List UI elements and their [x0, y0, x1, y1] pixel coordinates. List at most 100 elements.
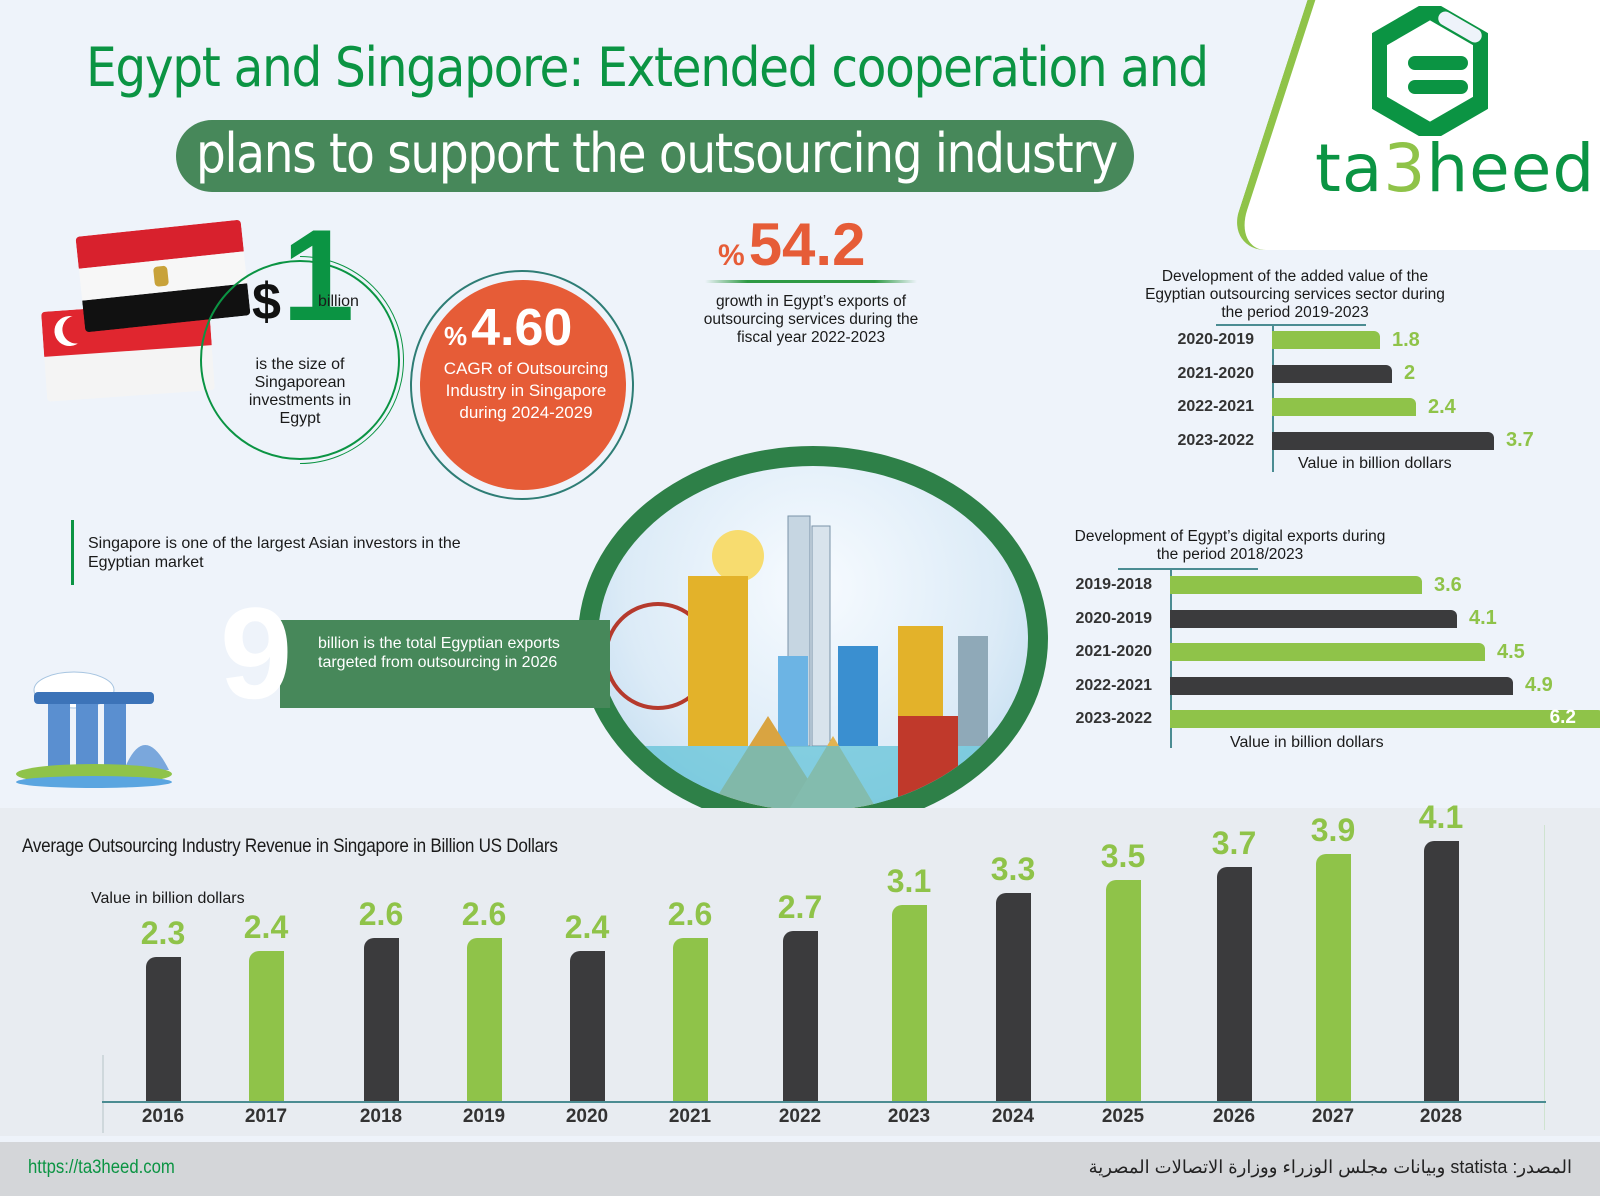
bar [467, 937, 502, 1101]
bar-category: 2021-2020 [1075, 643, 1152, 660]
digital-exports-chart-topline [1118, 568, 1258, 570]
bar-value: 4.1 [1469, 607, 1497, 629]
cagr-value: %4.60 [444, 298, 572, 358]
bar-value: 3.6 [1434, 573, 1462, 596]
bar-row: 2022-2021 2.4 [1154, 396, 1455, 418]
bar [1272, 398, 1416, 416]
bar-value: 3.9 [1310, 811, 1356, 848]
footer [0, 1142, 1600, 1196]
bar: 6.2 [1170, 707, 1600, 728]
cagr-circle [420, 280, 626, 490]
revenue-chart-y-axis [102, 1055, 104, 1133]
bar [1272, 331, 1380, 349]
bar-row: 2023-2022 3.7 [1154, 429, 1533, 452]
logo-text-b: 3 [1383, 130, 1427, 207]
investment-description: is the size of Singaporean investments i… [248, 356, 352, 427]
bar-category: 2019-2018 [1075, 576, 1152, 593]
growth-number: 54.2 [748, 211, 866, 278]
bar-row: 2020-2019 4.1 [1052, 607, 1497, 630]
bar-category: 2018 [359, 1106, 403, 1127]
bar-value: 2.4 [243, 908, 289, 945]
bar [1272, 364, 1392, 383]
target-description: billion is the total Egyptian exports ta… [318, 635, 560, 671]
bar-value: 3.3 [990, 850, 1036, 887]
bar [364, 937, 399, 1101]
target-value: 9 [220, 580, 293, 726]
city-illustration [578, 446, 1048, 831]
bar-category: 2027 [1311, 1106, 1355, 1127]
growth-divider [705, 280, 917, 283]
bar [1272, 431, 1494, 450]
cagr-description: CAGR of Outsourcing Industry in Singapor… [443, 359, 609, 422]
bar-value: 6.2 [1549, 707, 1576, 728]
added-value-chart-title: Development of the added value of the Eg… [1145, 268, 1445, 321]
bar [1170, 676, 1513, 695]
bar-row: 2023-2022 6.2 [1052, 707, 1600, 730]
bar [1424, 840, 1459, 1101]
bar-category: 2021 [668, 1106, 712, 1127]
bar-category: 2023 [887, 1106, 931, 1127]
bar [1106, 879, 1141, 1101]
logo-text-c: heed [1426, 130, 1596, 207]
bar [249, 950, 284, 1101]
bar-value: 2.6 [667, 895, 713, 932]
cagr-number: 4.60 [471, 299, 573, 357]
logo-hexagon-icon [1369, 1, 1491, 141]
bar-category: 2020-2019 [1075, 609, 1152, 627]
bar-value: 4.5 [1497, 640, 1525, 663]
bar-value: 2.6 [461, 895, 507, 932]
bar-category: 2022 [778, 1106, 822, 1127]
bar-category: 2019 [462, 1106, 506, 1127]
bar-category: 2028 [1419, 1106, 1463, 1127]
investor-note: Singapore is one of the largest Asian in… [88, 535, 461, 571]
bar-value: 1.8 [1392, 328, 1420, 351]
bar-category: 2016 [141, 1106, 185, 1127]
bar-category: 2026 [1212, 1106, 1256, 1127]
bar [146, 957, 181, 1101]
growth-value: %54.2 [718, 210, 865, 279]
bar-row: 2021-2020 2 [1154, 362, 1416, 385]
bar-category: 2024 [991, 1106, 1035, 1127]
bar [1170, 643, 1485, 661]
bar-value: 4.1 [1418, 798, 1464, 835]
page-title-line1: Egypt and Singapore: Extended cooperatio… [86, 36, 1209, 99]
website-link[interactable]: https://ta3heed.com [28, 1157, 175, 1178]
growth-percent-sign: % [718, 239, 745, 272]
bar [673, 937, 708, 1101]
bar-category: 2017 [244, 1106, 288, 1127]
bar-row: 2021-2020 4.5 [1052, 640, 1525, 663]
bar-category: 2020-2019 [1177, 331, 1254, 348]
bar-row: 2019-2018 3.6 [1052, 573, 1462, 596]
bar [1170, 576, 1422, 594]
revenue-chart-x-axis [102, 1101, 1546, 1103]
investment-unit: billion [318, 293, 359, 310]
added-value-chart-topline [1216, 324, 1366, 326]
bar [1170, 609, 1457, 628]
bar [1316, 853, 1351, 1101]
bar-value: 2 [1404, 362, 1416, 384]
bar-category: 2021-2020 [1177, 364, 1254, 382]
bar-value: 3.7 [1211, 824, 1257, 861]
revenue-chart-title: Average Outsourcing Industry Revenue in … [22, 836, 558, 857]
bar [783, 931, 818, 1101]
bar-value: 4.9 [1525, 674, 1553, 696]
page-title-line2: plans to support the outsourcing industr… [196, 122, 1118, 185]
marina-bay-sands-icon [14, 660, 174, 790]
bar [570, 950, 605, 1101]
bar-value: 3.1 [886, 863, 932, 900]
investment-currency: $ [252, 273, 281, 331]
bar [892, 905, 927, 1101]
bar-category: 2025 [1101, 1106, 1145, 1127]
digital-exports-chart-unit: Value in billion dollars [1230, 734, 1384, 751]
bar-value: 2.7 [777, 889, 823, 926]
bar-value: 2.3 [140, 915, 186, 951]
bar-category: 2022-2021 [1075, 676, 1152, 694]
source-credit: المصدر: statista وبيانات مجلس الوزراء وو… [1088, 1157, 1572, 1177]
growth-description: growth in Egypt’s exports of outsourcing… [703, 293, 919, 346]
digital-exports-chart-title: Development of Egypt’s digital exports d… [1074, 528, 1386, 563]
revenue-chart-right-border [1544, 825, 1545, 1130]
investment-value: 1 [282, 202, 355, 348]
bar-row: 2020-2019 1.8 [1154, 328, 1420, 351]
bar-value: 2.6 [358, 895, 404, 932]
logo-wordmark: ta3heed [1315, 130, 1595, 207]
